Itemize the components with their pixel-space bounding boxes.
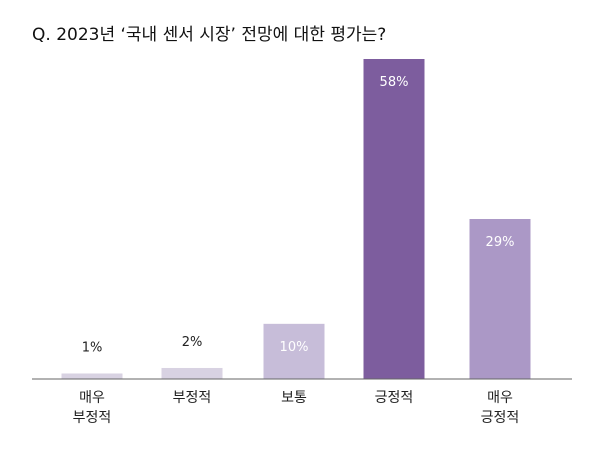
- bar-4: [363, 59, 425, 379]
- category-label-5: 매우 긍정적: [481, 390, 520, 426]
- bar-5: [469, 219, 531, 379]
- bar-value-label-2: 2%: [182, 335, 203, 350]
- category-label-1: 매우 부정적: [73, 390, 112, 426]
- chart-title: Q. 2023년 ‘국내 센서 시장’ 전망에 대한 평가는?: [32, 25, 386, 45]
- bar-value-label-5: 29%: [486, 235, 515, 250]
- bar-3: [263, 323, 325, 379]
- bar-value-label-4: 58%: [380, 75, 409, 90]
- category-labels-group: 매우 부정적 부정적 보통 긍정적 매우 긍정적: [73, 390, 520, 426]
- bar-2: [161, 367, 223, 379]
- bar-value-label-3: 10%: [280, 340, 309, 355]
- category-label-4: 긍정적: [375, 390, 414, 406]
- bar-1: [61, 373, 123, 379]
- category-label-2: 부정적: [173, 390, 212, 406]
- category-label-3: 보통: [281, 390, 307, 406]
- bar-value-label-1: 1%: [82, 340, 103, 355]
- bars-group: 1% 2% 10% 58% 29%: [61, 59, 531, 379]
